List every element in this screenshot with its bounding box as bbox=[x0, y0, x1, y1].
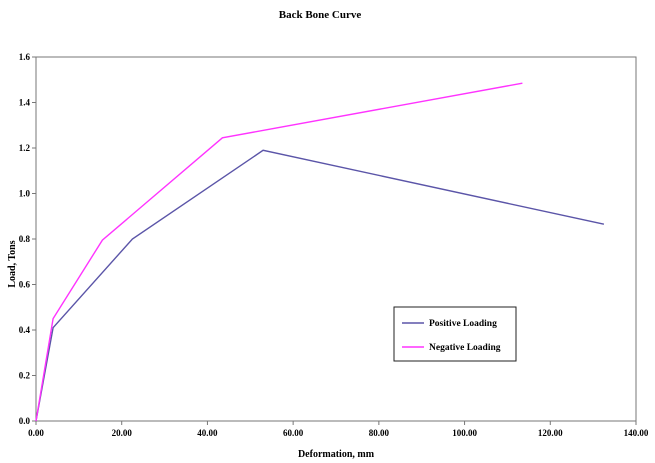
y-tick-label: 1.0 bbox=[19, 189, 31, 199]
x-axis-title: Deformation, mm bbox=[298, 449, 375, 460]
x-tick-label: 60.00 bbox=[283, 428, 304, 438]
legend-label-negative-loading: Negative Loading bbox=[429, 343, 501, 353]
y-tick-label: 1.6 bbox=[19, 52, 31, 62]
y-axis: 0.0 0.2 0.4 0.6 0.8 1.0 1.2 1.4 1.6 bbox=[19, 52, 36, 426]
plot-area bbox=[35, 56, 637, 422]
x-tick-label: 40.00 bbox=[197, 428, 218, 438]
x-tick-label: 80.00 bbox=[369, 428, 390, 438]
y-tick-label: 1.4 bbox=[19, 98, 31, 108]
x-tick-label: 20.00 bbox=[112, 428, 133, 438]
plot-border bbox=[35, 56, 637, 422]
y-tick-label: 0.8 bbox=[19, 234, 31, 244]
series-group bbox=[35, 82, 605, 422]
y-axis-title: Load, Tons bbox=[7, 240, 18, 287]
series-line-positive-loading bbox=[35, 149, 605, 422]
legend-label-positive-loading: Positive Loading bbox=[429, 319, 497, 329]
y-tick-label: 0.2 bbox=[19, 371, 31, 381]
y-tick-label: 1.2 bbox=[19, 143, 31, 153]
x-tick-label: 100.00 bbox=[452, 428, 477, 438]
series-line-negative-loading bbox=[35, 82, 523, 422]
legend: Positive Loading Negative Loading bbox=[393, 306, 517, 362]
x-axis: 0.00 20.00 40.00 60.00 80.00 100.00 120.00 140.… bbox=[28, 421, 649, 438]
y-tick-label: 0.6 bbox=[19, 280, 31, 290]
x-tick-label: 0.00 bbox=[28, 428, 44, 438]
y-tick-label: 0.0 bbox=[19, 416, 31, 426]
x-tick-label: 120.00 bbox=[538, 428, 563, 438]
chart-title: Back Bone Curve bbox=[279, 9, 362, 21]
x-tick-label: 140.00 bbox=[624, 428, 649, 438]
y-tick-label: 0.4 bbox=[19, 325, 31, 335]
legend-box bbox=[393, 306, 517, 362]
